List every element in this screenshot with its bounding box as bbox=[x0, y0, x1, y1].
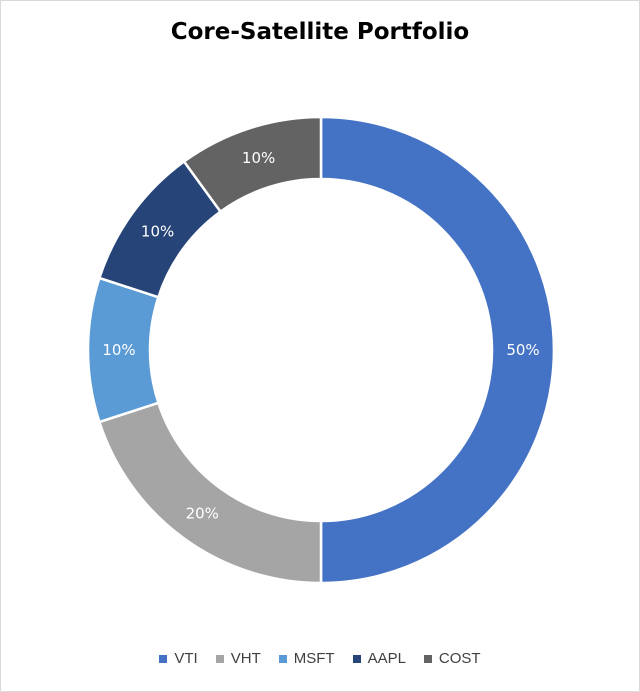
legend-swatch bbox=[215, 654, 224, 663]
data-label-cost: 10% bbox=[242, 149, 275, 167]
doughnut-chart: 50% 20% 10% 10% 10% bbox=[86, 115, 556, 585]
legend-swatch bbox=[278, 654, 287, 663]
legend-item-vti: VTI bbox=[159, 650, 198, 667]
legend-item-msft: MSFT bbox=[278, 650, 335, 667]
legend: VTI VHT MSFT AAPL COST bbox=[1, 650, 639, 667]
legend-swatch bbox=[159, 654, 168, 663]
legend-item-aapl: AAPL bbox=[352, 650, 406, 667]
chart-title: Core-Satellite Portfolio bbox=[170, 19, 470, 45]
slice-cost bbox=[182, 115, 323, 214]
legend-swatch bbox=[352, 654, 361, 663]
legend-item-vht: VHT bbox=[215, 650, 261, 667]
data-label-msft: 10% bbox=[102, 341, 135, 359]
data-label-aapl: 10% bbox=[141, 222, 174, 240]
legend-label: VTI bbox=[174, 650, 198, 667]
legend-label: VHT bbox=[230, 650, 261, 667]
legend-swatch bbox=[423, 654, 432, 663]
legend-item-cost: COST bbox=[423, 650, 481, 667]
legend-label: COST bbox=[438, 650, 481, 667]
legend-label: MSFT bbox=[293, 650, 335, 667]
legend-label: AAPL bbox=[367, 650, 406, 667]
data-label-vht: 20% bbox=[186, 504, 219, 522]
slice-vht bbox=[97, 401, 323, 585]
data-label-vti: 50% bbox=[506, 341, 539, 359]
slice-vti bbox=[319, 115, 556, 585]
